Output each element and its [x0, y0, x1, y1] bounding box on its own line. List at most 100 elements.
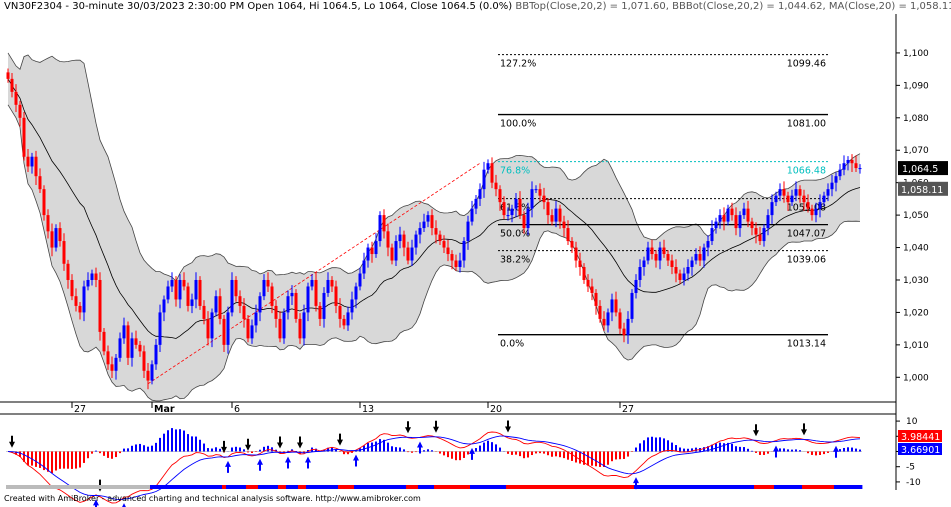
trend-ribbon-segment: [410, 485, 415, 489]
candle-body: [778, 189, 782, 196]
trend-ribbon-segment: [234, 485, 239, 489]
trend-ribbon-segment: [370, 485, 375, 489]
candle-body: [122, 325, 126, 339]
trend-ribbon-segment: [346, 485, 351, 489]
candle-body: [534, 189, 538, 191]
candle-body: [190, 299, 194, 306]
signal-value-tag: [898, 443, 942, 455]
trend-ribbon-segment: [258, 485, 263, 489]
candle-body: [26, 156, 30, 167]
candle-body: [658, 247, 662, 261]
candle-body: [530, 189, 534, 209]
trend-ribbon-segment: [786, 485, 791, 489]
trend-ribbon-segment: [490, 485, 495, 489]
trend-ribbon-segment: [14, 485, 19, 489]
trend-ribbon-segment: [298, 485, 303, 489]
x-tick-label: 13: [362, 404, 374, 415]
candle-body: [354, 286, 358, 300]
candle-body: [366, 247, 370, 261]
bbbot-readout: BBBot(Close,20,2) = 1,044.62,: [672, 1, 826, 12]
candle-body: [326, 279, 330, 293]
candle-body: [606, 312, 610, 326]
candle-body: [106, 351, 110, 365]
trend-ribbon-segment: [314, 485, 319, 489]
candle-body: [650, 247, 654, 255]
trend-ribbon-segment: [662, 485, 667, 489]
candle-body: [678, 273, 682, 280]
candle-body: [286, 296, 290, 313]
candle-body: [394, 241, 398, 261]
trend-ribbon-segment: [362, 485, 367, 489]
sell-signal-arrow: [337, 433, 343, 446]
candle-body: [442, 241, 446, 248]
candle-body: [206, 318, 210, 339]
close-price-tag: [898, 161, 948, 176]
trend-ribbon-segment: [542, 485, 547, 489]
trend-ribbon-segment: [422, 485, 427, 489]
candle-body: [798, 189, 802, 196]
fib-level-label: 0.0%: [500, 339, 524, 350]
trend-ribbon-segment: [502, 485, 507, 489]
trend-ribbon-segment: [374, 485, 379, 489]
trend-ribbon-segment: [286, 485, 291, 489]
trend-ribbon-segment: [110, 485, 115, 489]
trend-ribbon-segment: [82, 485, 87, 489]
trend-ribbon-segment: [494, 485, 499, 489]
trend-ribbon-segment: [174, 485, 179, 489]
candle-body: [282, 312, 286, 339]
trend-ribbon-segment: [214, 485, 219, 489]
candle-body: [410, 247, 414, 261]
candle-body: [234, 279, 238, 297]
candle-body: [142, 351, 146, 371]
fib-level-value: 1099.46: [787, 59, 826, 70]
candle-body: [774, 195, 778, 203]
y-tick-label: 1,010: [903, 341, 929, 351]
trend-ribbon-segment: [58, 485, 63, 489]
trend-ribbon-segment: [146, 485, 151, 489]
trend-ribbon-segment: [226, 485, 231, 489]
trend-ribbon-segment: [378, 485, 383, 489]
candle-body: [806, 202, 810, 209]
trend-ribbon-segment: [250, 485, 255, 489]
candle-body: [762, 228, 766, 242]
candle-body: [402, 234, 406, 248]
trend-ribbon-segment: [454, 485, 459, 489]
y-tick-label: 1,020: [903, 308, 929, 318]
trend-ribbon-segment: [666, 485, 671, 489]
trend-ribbon-segment: [678, 485, 683, 489]
x-tick-label: Mar: [154, 404, 175, 415]
candle-body: [390, 247, 394, 261]
candle-body: [14, 91, 18, 105]
candle-body: [550, 215, 554, 222]
candle-body: [554, 208, 558, 222]
trend-ribbon-segment: [366, 485, 371, 489]
trend-ribbon-segment: [74, 485, 79, 489]
trend-ribbon-segment: [390, 485, 395, 489]
trend-ribbon-segment: [778, 485, 783, 489]
trend-ribbon-segment: [30, 485, 35, 489]
trend-ribbon-segment: [254, 485, 259, 489]
candle-body: [566, 228, 570, 242]
candle-body: [582, 267, 586, 280]
candle-body: [630, 292, 634, 319]
candle-body: [70, 279, 74, 297]
ma-price-tag: [898, 181, 948, 196]
buy-signal-arrow: [633, 477, 639, 490]
trend-ribbon-segment: [78, 485, 83, 489]
x-tick-label: 27: [74, 404, 86, 415]
trend-ribbon-segment: [846, 485, 851, 489]
buy-signal-arrow: [773, 445, 779, 458]
trend-ribbon-segment: [658, 485, 663, 489]
trend-ribbon-segment: [262, 485, 267, 489]
trend-ribbon-segment: [290, 485, 295, 489]
candle-body: [594, 292, 598, 306]
candle-body: [850, 159, 854, 164]
candle-body: [786, 195, 790, 203]
candle-body: [770, 202, 774, 216]
trend-ribbon-segment: [434, 485, 439, 489]
candle-body: [830, 182, 834, 190]
candle-body: [358, 273, 362, 287]
trend-ribbon-segment: [198, 485, 203, 489]
